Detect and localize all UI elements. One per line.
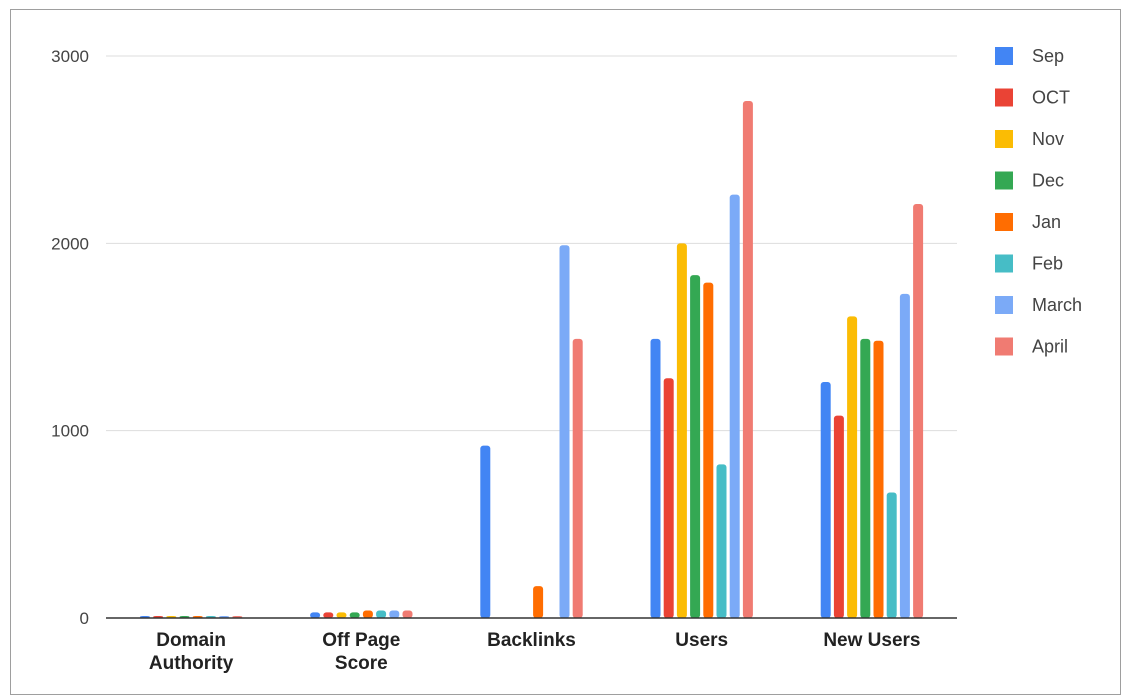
bar-sep-2	[480, 445, 491, 618]
legend-label-nov: Nov	[1032, 129, 1064, 149]
bar-oct-1	[323, 612, 334, 618]
bar-march-1	[389, 610, 400, 618]
legend-swatch-dec	[995, 171, 1013, 190]
bar-march-3	[729, 194, 740, 619]
legend-swatch-feb	[995, 254, 1013, 273]
x-tick-label: Authority	[149, 653, 234, 674]
legend-swatch-jan	[995, 213, 1013, 231]
legend-label-sep: Sep	[1032, 46, 1064, 66]
legend-swatch-oct	[995, 88, 1013, 107]
chart-frame: 0 1000 2000 3000 Domain Authority Off Page Sco…	[10, 9, 1121, 695]
y-tick-label: 0	[80, 609, 89, 628]
gridlines	[106, 55, 957, 432]
legend-label-april: April	[1032, 337, 1068, 357]
y-tick-label: 2000	[51, 234, 89, 253]
legend-swatch-april	[995, 337, 1013, 356]
x-tick-label: Users	[675, 630, 728, 651]
legend-swatch-march	[995, 296, 1013, 314]
bar-jan-3	[703, 282, 714, 618]
bar-nov-4	[847, 316, 858, 618]
x-tick-label: Backlinks	[487, 630, 576, 651]
bar-dec-1	[349, 612, 360, 618]
x-tick-label: New Users	[823, 630, 920, 651]
bar-nov-3	[676, 243, 687, 619]
legend: Sep OCT Nov Dec Jan Feb March April	[995, 46, 1082, 357]
bar-sep-1	[310, 612, 321, 618]
bar-april-3	[742, 100, 753, 618]
bar-april-2	[572, 338, 583, 618]
bar-dec-3	[690, 275, 701, 618]
bar-feb-4	[886, 492, 897, 618]
bar-feb-3	[716, 464, 727, 618]
bar-oct-3	[663, 378, 674, 618]
bar-jan-4	[873, 340, 884, 618]
bars	[139, 100, 924, 619]
bar-feb-1	[376, 610, 387, 618]
legend-label-feb: Feb	[1032, 254, 1063, 274]
legend-label-dec: Dec	[1032, 171, 1064, 191]
x-tick-label: Off Page	[322, 630, 400, 651]
bar-jan-1	[362, 610, 373, 618]
legend-label-jan: Jan	[1032, 212, 1061, 232]
bar-april-4	[913, 203, 924, 618]
y-tick-label: 3000	[51, 47, 89, 66]
legend-swatch-nov	[995, 130, 1013, 148]
bar-sep-4	[820, 381, 831, 618]
bar-oct-4	[833, 415, 844, 618]
bar-sep-3	[650, 338, 661, 618]
bar-april-1	[402, 610, 413, 618]
legend-label-march: March	[1032, 295, 1082, 315]
x-tick-label: Score	[335, 653, 388, 674]
bar-nov-1	[336, 612, 347, 618]
y-axis-ticks: 0 1000 2000 3000	[51, 47, 89, 628]
bar-jan-2	[533, 586, 544, 618]
legend-label-oct: OCT	[1032, 88, 1070, 108]
bar-march-4	[899, 293, 910, 618]
bar-dec-4	[860, 338, 871, 618]
y-tick-label: 1000	[51, 422, 89, 441]
bar-march-2	[559, 245, 570, 618]
legend-swatch-sep	[995, 47, 1013, 65]
x-tick-label: Domain	[156, 630, 226, 651]
